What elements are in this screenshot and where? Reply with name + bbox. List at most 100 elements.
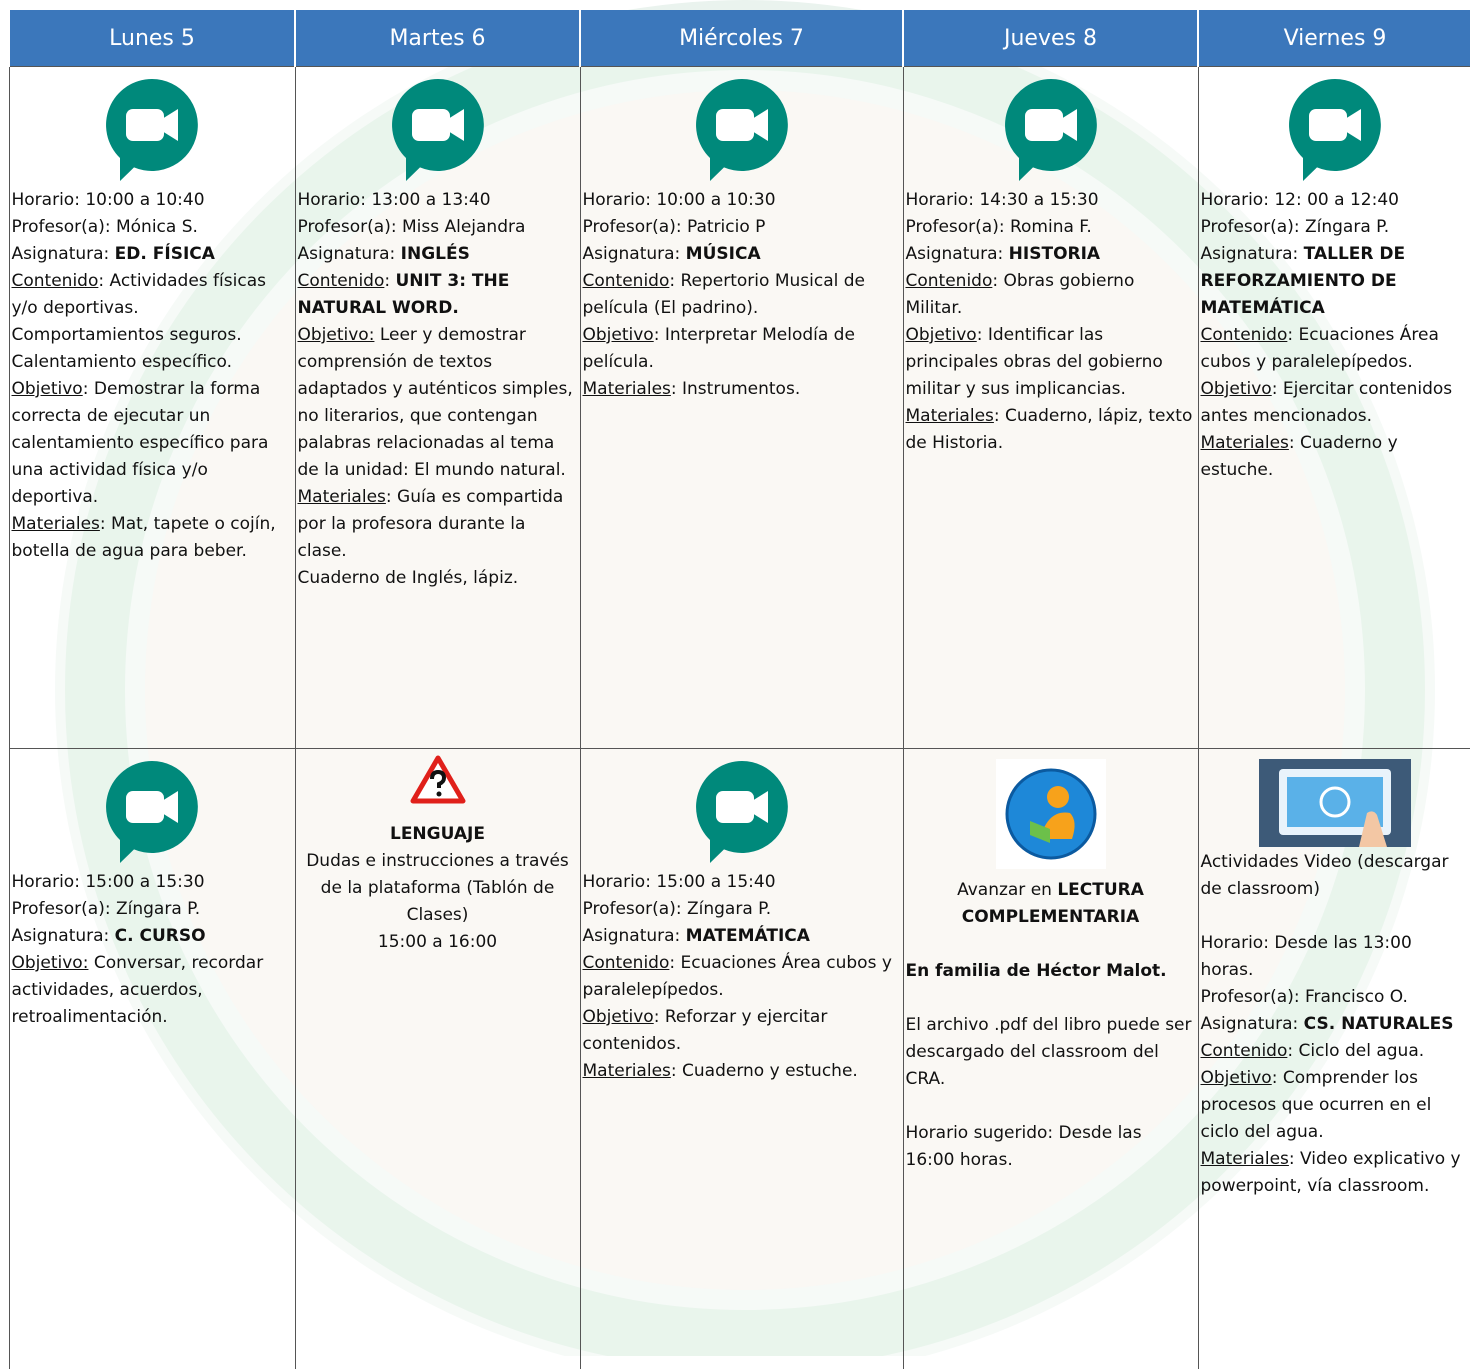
icon-camera (1309, 109, 1347, 141)
cell-line: Horario: Desde las 13:00 horas. (1201, 930, 1469, 984)
cell-icon (906, 67, 1196, 187)
field-text: Profesor(a): Zíngara P. (1201, 217, 1390, 237)
field-label: Contenido (906, 271, 993, 291)
cell-line: Horario: 15:00 a 15:40 (583, 869, 901, 896)
icon-camera (1025, 109, 1063, 141)
cell-line: Profesor(a): Zíngara P. (12, 896, 293, 923)
cell-line: Materiales: Instrumentos. (583, 376, 901, 403)
book-icon (996, 759, 1106, 869)
cell-line: En familia de Héctor Malot. (906, 958, 1196, 985)
cell-icon (12, 749, 293, 869)
field-value-bold: LENGUAJE (390, 824, 485, 844)
cell-line: Avanzar en LECTURA COMPLEMENTARIA (906, 877, 1196, 931)
field-label: Materiales (583, 379, 671, 399)
cell-line: Profesor(a): Zíngara P. (583, 896, 901, 923)
cell-icon (1201, 749, 1469, 849)
warning-icon (410, 755, 466, 805)
field-value-bold: ED. FÍSICA (115, 244, 215, 264)
field-label: Materiales (12, 514, 100, 534)
cell-line: Materiales: Cuaderno y estuche. (583, 1058, 901, 1085)
cell-line: Dudas e instrucciones a través de la pla… (298, 848, 578, 929)
meet-icon (1289, 79, 1381, 183)
day-header: Viernes 9 (1198, 10, 1470, 67)
cell-line: Horario: 13:00 a 13:40 (298, 187, 578, 214)
schedule-cell: Horario: 14:30 a 15:30 Profesor(a): Romin… (903, 67, 1198, 749)
field-label: Materiales (1201, 433, 1289, 453)
field-text: Horario: 13:00 a 13:40 (298, 190, 491, 210)
cell-line: Contenido: Ecuaciones Área cubos y paral… (583, 950, 901, 1004)
video-icon (1259, 759, 1411, 847)
field-label: Objetivo: (298, 325, 375, 345)
day-header: Martes 6 (295, 10, 580, 67)
icon-globe (1007, 770, 1095, 858)
schedule-cell: LENGUAJE Dudas e instrucciones a través d… (295, 749, 580, 1369)
field-text: Profesor(a): Zíngara P. (583, 899, 772, 919)
cell-line: Objetivo: Interpretar Melodía de películ… (583, 322, 901, 376)
cell-line: Contenido: Actividades físicas y/o depor… (12, 268, 293, 376)
cell-line: Materiales: Cuaderno y estuche. (1201, 430, 1469, 484)
cell-icon (298, 749, 578, 821)
field-label: Contenido (583, 271, 670, 291)
meet-icon (106, 79, 198, 183)
icon-camera (716, 791, 754, 823)
cell-line: Horario: 10:00 a 10:30 (583, 187, 901, 214)
cell-line: Cuaderno de Inglés, lápiz. (298, 565, 578, 592)
field-text: Avanzar en (957, 880, 1057, 900)
cell-line: Objetivo: Reforzar y ejercitar contenido… (583, 1004, 901, 1058)
field-text: Horario: 14:30 a 15:30 (906, 190, 1099, 210)
field-value-bold: C. CURSO (115, 926, 206, 946)
schedule-cell: Horario: 12: 00 a 12:40 Profesor(a): Zíng… (1198, 67, 1470, 749)
cell-icon (583, 749, 901, 869)
icon-dot (436, 792, 441, 797)
field-text: Profesor(a): Romina F. (906, 217, 1092, 237)
cell-line: Horario: 15:00 a 15:30 (12, 869, 293, 896)
field-text: Asignatura: (298, 244, 401, 264)
schedule-cell: Actividades Video (descargar de classroo… (1198, 749, 1470, 1369)
cell-line: Contenido: Obras gobierno Militar. (906, 268, 1196, 322)
field-text: : Instrumentos. (671, 379, 800, 399)
schedule-cell: Avanzar en LECTURA COMPLEMENTARIA En fami… (903, 749, 1198, 1369)
meet-icon (696, 761, 788, 865)
field-text: Profesor(a): Miss Alejandra (298, 217, 526, 237)
field-value-bold: MÚSICA (686, 244, 761, 264)
field-text: Horario: 12: 00 a 12:40 (1201, 190, 1399, 210)
cell-line: Materiales: Cuaderno, lápiz, texto de Hi… (906, 403, 1196, 457)
cell-line: Profesor(a): Miss Alejandra (298, 214, 578, 241)
cell-line: Profesor(a): Mónica S. (12, 214, 293, 241)
cell-line: Objetivo: Demostrar la forma correcta de… (12, 376, 293, 511)
icon-camera (126, 791, 164, 823)
cell-line: LENGUAJE (298, 821, 578, 848)
cell-line: Materiales: Video explicativo y powerpoi… (1201, 1146, 1469, 1200)
cell-icon (1201, 67, 1469, 187)
field-text: Leer y demostrar comprensión de textos a… (298, 325, 573, 480)
cell-line: Profesor(a): Romina F. (906, 214, 1196, 241)
icon-camera (126, 109, 164, 141)
field-text: : Cuaderno y estuche. (671, 1061, 858, 1081)
field-text: Asignatura: (12, 926, 115, 946)
cell-line: Horario sugerido: Desde las 16:00 horas. (906, 1120, 1196, 1174)
cell-line: Profesor(a): Zíngara P. (1201, 214, 1469, 241)
field-text: Dudas e instrucciones a través de la pla… (306, 851, 569, 925)
field-text: 15:00 a 16:00 (378, 932, 497, 952)
field-label: Contenido (583, 953, 670, 973)
cell-line: Actividades Video (descargar de classroo… (1201, 849, 1469, 903)
cell-line: Asignatura: INGLÉS (298, 241, 578, 268)
schedule-cell: Horario: 15:00 a 15:40 Profesor(a): Zínga… (580, 749, 903, 1369)
meet-icon (392, 79, 484, 183)
meet-icon (696, 79, 788, 183)
cell-line: Objetivo: Conversar, recordar actividade… (12, 950, 293, 1031)
field-text: Asignatura: (583, 244, 686, 264)
field-label: Materiales (1201, 1149, 1289, 1169)
field-text: Horario: 10:00 a 10:30 (583, 190, 776, 210)
day-header: Miércoles 7 (580, 10, 903, 67)
field-value-bold: MATEMÁTICA (686, 926, 810, 946)
field-text: Horario sugerido: Desde las 16:00 horas. (906, 1123, 1142, 1170)
field-text: El archivo .pdf del libro puede ser desc… (906, 1015, 1192, 1089)
cell-line: Asignatura: CS. NATURALES (1201, 1011, 1469, 1038)
